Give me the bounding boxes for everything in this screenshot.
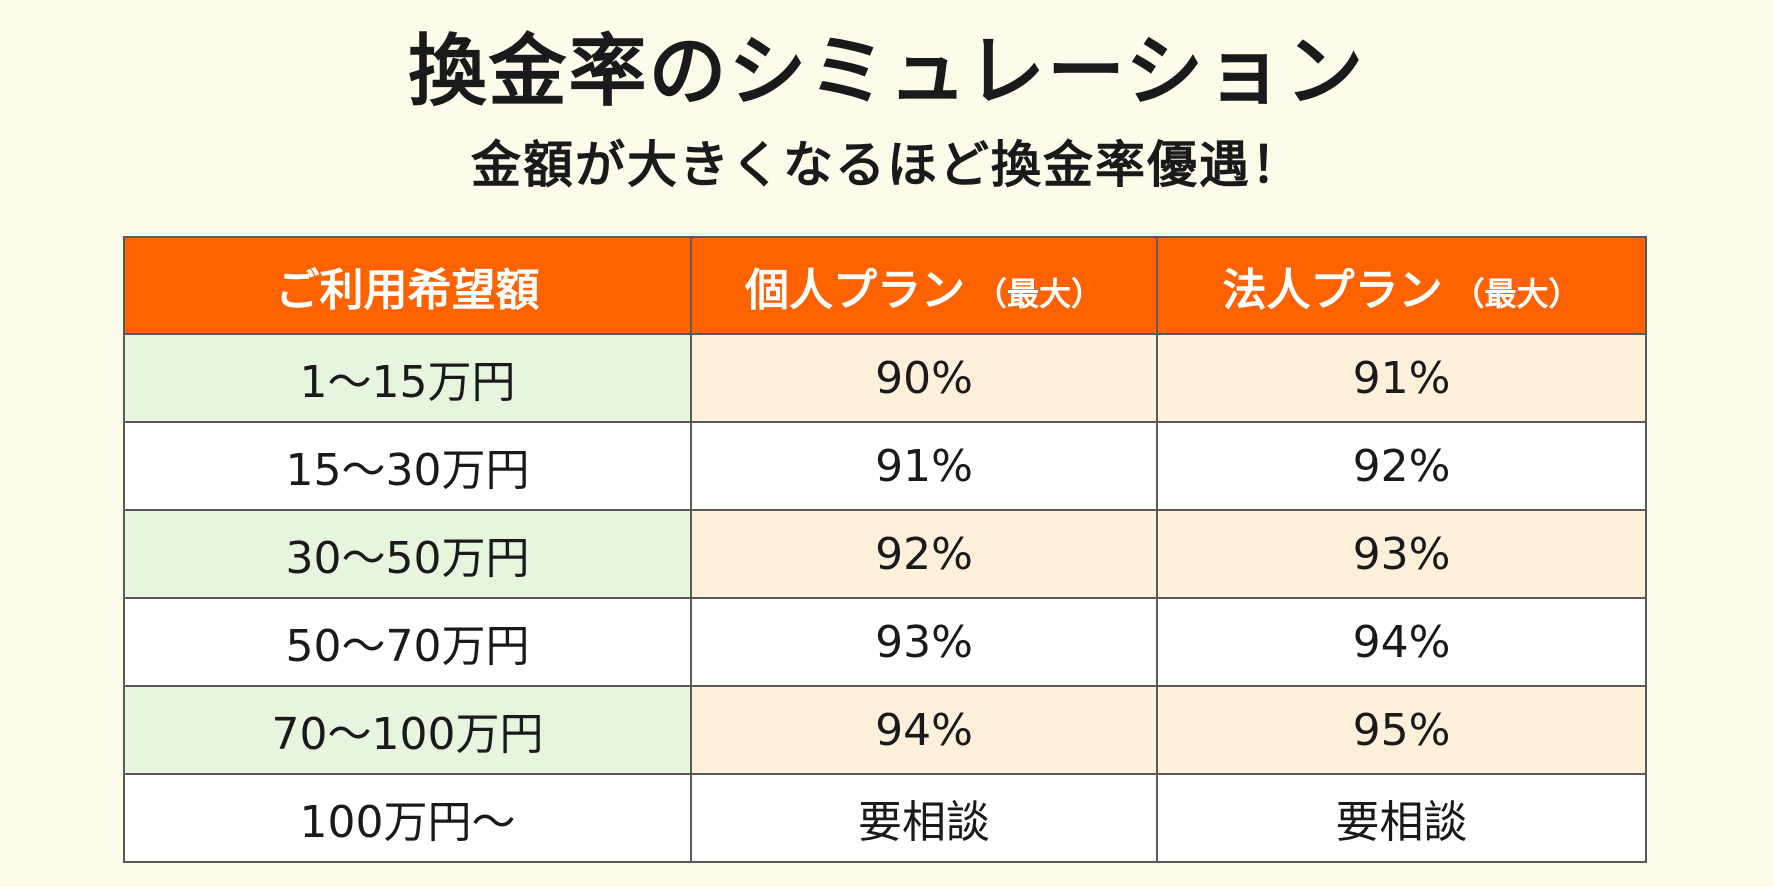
amount-cell: 50〜70万円 bbox=[123, 597, 692, 687]
corporate-rate-cell: 91% bbox=[1156, 333, 1647, 423]
header-amount-label: ご利用希望額 bbox=[275, 264, 540, 316]
corporate-rate-cell: 95% bbox=[1156, 685, 1647, 775]
header-personal-label: 個人プラン bbox=[744, 264, 965, 316]
header-personal: 個人プラン （最大） bbox=[690, 236, 1158, 335]
corporate-rate-cell: 94% bbox=[1156, 597, 1647, 687]
amount-cell: 15〜30万円 bbox=[123, 421, 692, 511]
personal-rate-cell: 要相談 bbox=[690, 773, 1158, 863]
table-row: 70〜100万円 94% 95% bbox=[123, 685, 1647, 775]
amount-cell: 100万円〜 bbox=[123, 773, 692, 863]
rate-table: ご利用希望額 個人プラン （最大） 法人プラン （最大） 1〜15万円 90% 91… bbox=[123, 236, 1647, 863]
header-corporate-note: （最大） bbox=[1452, 274, 1581, 313]
personal-rate-cell: 90% bbox=[690, 333, 1158, 423]
amount-cell: 30〜50万円 bbox=[123, 509, 692, 599]
personal-rate-cell: 92% bbox=[690, 509, 1158, 599]
page-title: 換金率のシミュレーション bbox=[408, 27, 1366, 117]
table-row: 50〜70万円 93% 94% bbox=[123, 597, 1647, 687]
personal-rate-cell: 91% bbox=[690, 421, 1158, 511]
table-row: 1〜15万円 90% 91% bbox=[123, 333, 1647, 423]
amount-cell: 70〜100万円 bbox=[123, 685, 692, 775]
amount-cell: 1〜15万円 bbox=[123, 333, 692, 423]
table-header-row: ご利用希望額 個人プラン （最大） 法人プラン （最大） bbox=[123, 236, 1647, 335]
personal-rate-cell: 93% bbox=[690, 597, 1158, 687]
header-corporate-label: 法人プラン bbox=[1222, 264, 1443, 316]
corporate-rate-cell: 92% bbox=[1156, 421, 1647, 511]
table-row: 100万円〜 要相談 要相談 bbox=[123, 773, 1647, 863]
corporate-rate-cell: 要相談 bbox=[1156, 773, 1647, 863]
corporate-rate-cell: 93% bbox=[1156, 509, 1647, 599]
personal-rate-cell: 94% bbox=[690, 685, 1158, 775]
header-corporate: 法人プラン （最大） bbox=[1156, 236, 1647, 335]
table-row: 30〜50万円 92% 93% bbox=[123, 509, 1647, 599]
header-amount: ご利用希望額 bbox=[123, 236, 692, 335]
page-subtitle: 金額が大きくなるほど換金率優遇！ bbox=[471, 136, 1303, 194]
table-row: 15〜30万円 91% 92% bbox=[123, 421, 1647, 511]
header-personal-note: （最大） bbox=[974, 274, 1103, 313]
